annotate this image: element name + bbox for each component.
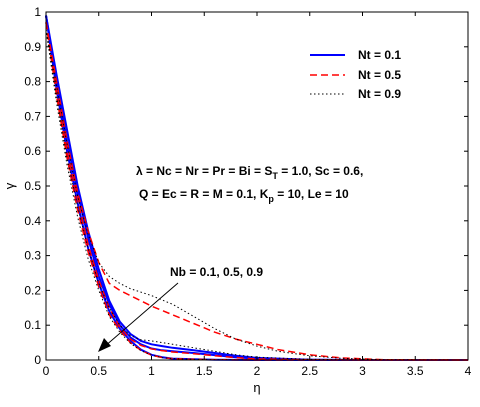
- series-line-nt-0-1-nb-0-9: [45, 15, 468, 361]
- series-line-nt-0-5-nb-0-5: [45, 22, 468, 361]
- parameters-line-1-tail: = 1.0, Sc = 0.6,: [278, 164, 363, 178]
- parameters-line-2-head: Q = Ec = R = M = 0.1, K: [139, 187, 269, 201]
- x-tick-label: 3: [359, 364, 366, 378]
- nb-annotation-arrowhead: [98, 338, 111, 352]
- legend-label-nt-0-1: Nt = 0.1: [358, 48, 401, 62]
- y-tick-label: 0.3: [24, 249, 41, 263]
- legend-label-nt-0-5: Nt = 0.5: [358, 68, 401, 82]
- y-tick-label: 0.5: [24, 179, 41, 193]
- ticks-layer: 0 0.5 1 1.5 2 2.5 3 3.5 4 0 0.1 0.2 0.3 0.4 0.5 0.6 0.7 0…: [24, 5, 471, 378]
- parameters-annotation-line-2: Q = Ec = R = M = 0.1, Kp = 10, Le = 10: [139, 187, 349, 204]
- x-tick-label: 2: [254, 364, 261, 378]
- x-tick-label: 4: [465, 364, 472, 378]
- parameters-line-2-subscript: p: [268, 194, 274, 204]
- nb-annotation-arrow-shaft: [103, 282, 179, 348]
- y-tick-label: 0.8: [24, 75, 41, 89]
- series-line-nt-0-5-nb-0-9: [45, 22, 469, 361]
- parameters-annotation-line-1: λ = Nc = Nr = Pr = Bi = ST = 1.0, Sc = 0…: [136, 164, 363, 181]
- parameters-line-1-head: λ = Nc = Nr = Pr = Bi = S: [136, 164, 272, 178]
- parameters-line-1-subscript: T: [272, 171, 278, 181]
- y-tick-label: 0.7: [24, 109, 41, 123]
- y-axis-label: γ: [2, 182, 17, 189]
- parameters-line-2-tail: = 10, Le = 10: [274, 187, 349, 201]
- y-tick-label: 0.2: [24, 283, 41, 297]
- x-tick-label: 3.5: [407, 364, 424, 378]
- y-tick-label: 0.6: [24, 144, 41, 158]
- x-tick-label: 2.5: [301, 364, 318, 378]
- y-tick-label: 0: [34, 353, 41, 367]
- x-tick-label: 0: [43, 364, 50, 378]
- y-tick-label: 0.9: [24, 40, 41, 54]
- legend: Nt = 0.1 Nt = 0.5 Nt = 0.9: [310, 48, 401, 101]
- y-tick-label: 0.4: [24, 214, 41, 228]
- nb-annotation-label: Nb = 0.1, 0.5, 0.9: [170, 265, 263, 279]
- legend-label-nt-0-9: Nt = 0.9: [358, 87, 401, 101]
- x-axis-label: η: [253, 380, 260, 395]
- x-tick-label: 1: [148, 364, 155, 378]
- x-tick-label: 1.5: [196, 364, 213, 378]
- y-tick-label: 0.1: [24, 318, 41, 332]
- y-tick-label: 1: [34, 5, 41, 19]
- x-tick-label: 0.5: [90, 364, 107, 378]
